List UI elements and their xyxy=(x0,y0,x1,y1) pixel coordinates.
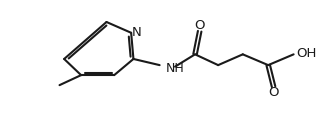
Text: NH: NH xyxy=(166,62,184,76)
Text: O: O xyxy=(268,86,279,99)
Text: OH: OH xyxy=(296,47,316,60)
Text: O: O xyxy=(194,19,205,32)
Text: N: N xyxy=(132,25,141,39)
